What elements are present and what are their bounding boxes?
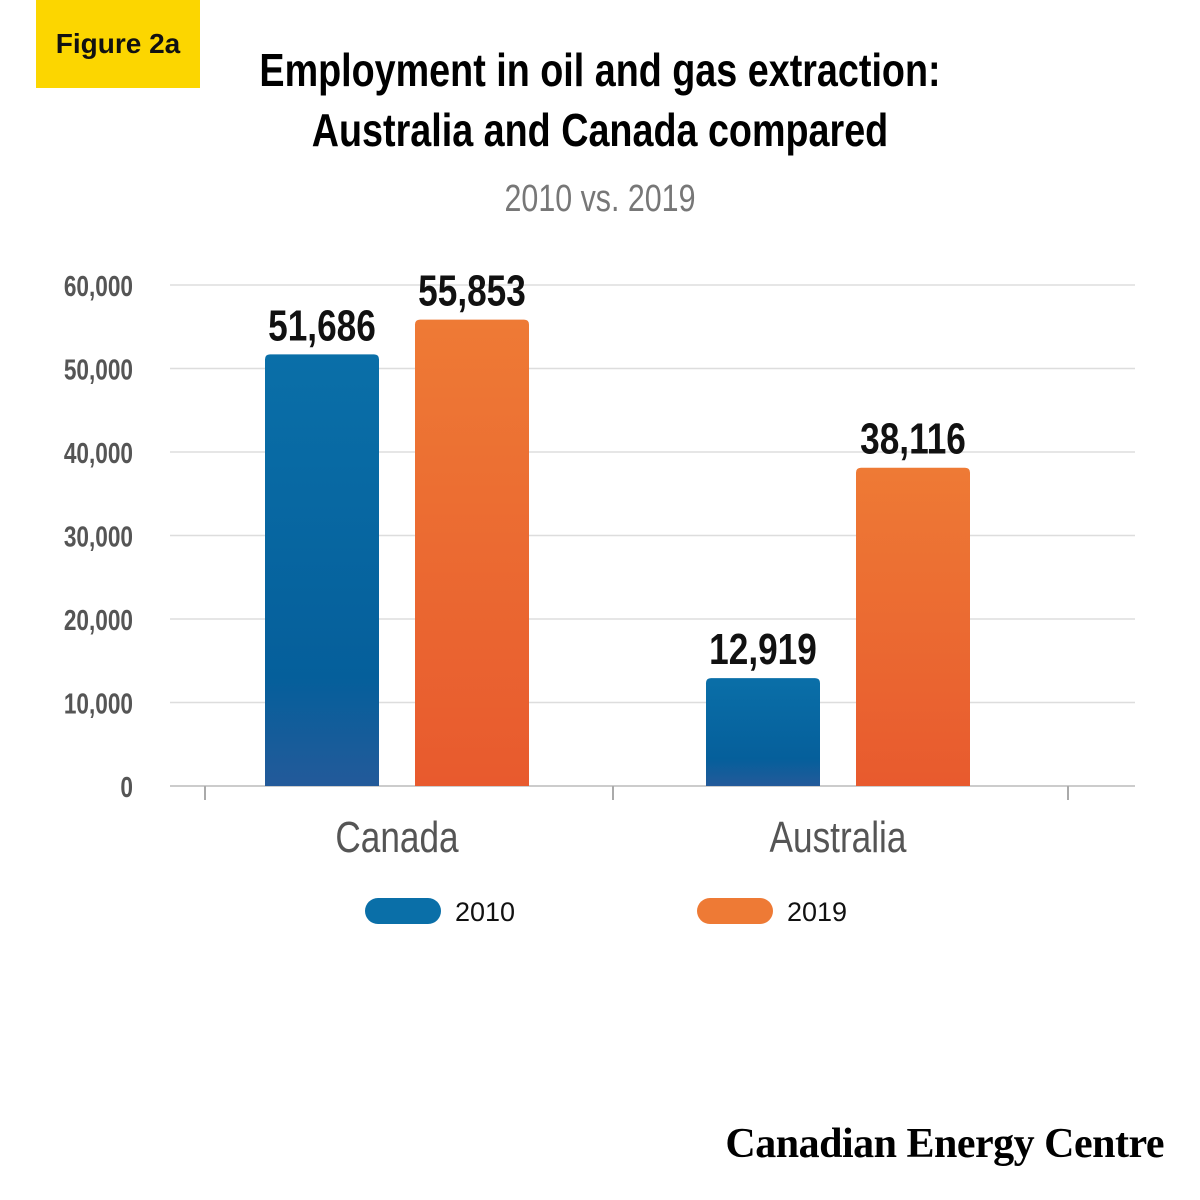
figure-badge: Figure 2a [36,0,200,88]
y-tick-label: 40,000 [64,436,133,469]
brand-logo-text: Canadian Energy Centre [725,1121,1164,1167]
chart-title-line-2: Australia and Canada compared [311,104,889,156]
legend-swatch-2010 [365,898,441,924]
bar-canada-2019 [415,319,529,786]
legend-label-2019: 2019 [787,897,847,927]
x-category-label: Canada [335,813,459,862]
bar-chart: 0 10,000 20,000 30,000 40,000 50,000 60,000 51,… [64,267,1135,927]
data-label: 55,853 [418,267,526,316]
bar-australia-2019 [856,467,970,786]
chart-title-line-1: Employment in oil and gas extraction: [259,44,941,96]
data-label: 12,919 [709,625,817,674]
y-tick-label: 0 [120,770,133,803]
y-tick-label: 30,000 [64,520,133,553]
y-tick-label: 20,000 [64,603,133,636]
legend-swatch-2019 [697,898,773,924]
chart-subtitle: 2010 vs. 2019 [504,178,696,220]
legend-label-2010: 2010 [455,897,515,927]
chart-title: Employment in oil and gas extraction: Au… [108,40,1092,160]
y-tick-label: 50,000 [64,353,133,386]
y-tick-label: 60,000 [64,269,133,302]
x-category-label: Australia [770,813,908,862]
figure-badge-label: Figure 2a [55,28,181,59]
data-label: 51,686 [268,302,376,351]
data-label: 38,116 [860,415,966,464]
y-tick-label: 10,000 [64,687,133,720]
bar-canada-2010 [265,354,379,786]
bar-australia-2010 [706,678,820,786]
